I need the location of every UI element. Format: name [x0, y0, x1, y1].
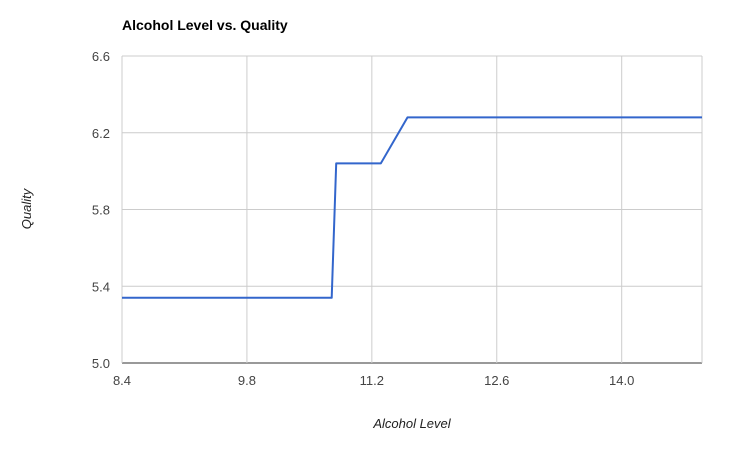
x-tick-label: 8.4 — [113, 373, 131, 388]
y-tick-label: 6.2 — [92, 126, 110, 141]
x-tick-label: 11.2 — [360, 373, 384, 388]
x-axis-label: Alcohol Level — [372, 416, 451, 431]
y-axis-label: Quality — [19, 187, 34, 229]
y-tick-label: 6.6 — [92, 49, 110, 64]
grid-layer — [121, 55, 703, 364]
x-tick-label: 12.6 — [484, 373, 509, 388]
y-tick-label: 5.8 — [92, 203, 110, 218]
x-tick-label: 9.8 — [238, 373, 256, 388]
series-layer — [122, 116, 702, 299]
x-tick-label: 14.0 — [609, 373, 634, 388]
y-tick-label: 5.4 — [92, 279, 110, 294]
series-line — [122, 116, 702, 299]
chart-title: Alcohol Level vs. Quality — [122, 17, 288, 33]
tick-labels: 5.0 5.4 5.8 6.2 6.6 8.4 9.8 11.2 12.6 14.0 — [92, 49, 634, 388]
y-tick-label: 5.0 — [92, 356, 110, 371]
